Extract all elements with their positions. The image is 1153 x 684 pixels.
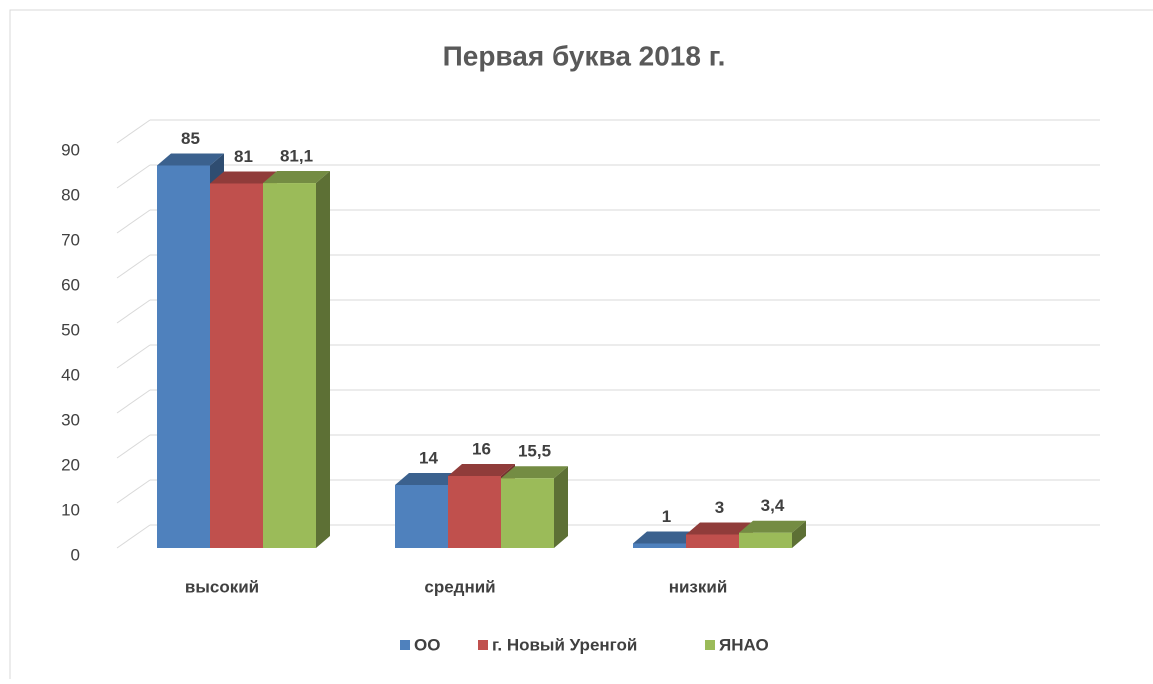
- grid-line-side: [116, 434, 151, 459]
- bar-top: [395, 473, 462, 485]
- bar-side: [316, 171, 330, 549]
- data-label: 14: [419, 448, 438, 467]
- legend-label: ОО: [414, 635, 440, 654]
- bar: [686, 534, 739, 548]
- grid-line-side: [116, 524, 151, 549]
- data-label: 81,1: [280, 147, 313, 166]
- y-tick-label: 80: [61, 185, 80, 204]
- bar: [633, 543, 686, 548]
- bar: [739, 532, 792, 548]
- data-label: 16: [472, 439, 491, 458]
- bar: [395, 485, 448, 548]
- data-label: 1: [662, 507, 671, 526]
- bar: [263, 183, 316, 549]
- bar-top: [210, 171, 277, 184]
- grid-line-side: [116, 164, 151, 189]
- data-label: 81: [234, 147, 253, 166]
- data-label: 15,5: [518, 442, 551, 461]
- grid-line-side: [116, 209, 151, 234]
- data-label: 3: [715, 498, 724, 517]
- grid-line-side: [116, 254, 151, 279]
- legend-label: ЯНАО: [719, 635, 769, 654]
- y-tick-label: 60: [61, 275, 80, 294]
- y-tick-label: 40: [61, 365, 80, 384]
- bar: [448, 476, 501, 548]
- x-tick-label: низкий: [669, 577, 728, 596]
- y-tick-label: 30: [61, 410, 80, 429]
- grid-line-side: [116, 344, 151, 369]
- grid-line-side: [116, 119, 151, 144]
- y-tick-label: 10: [61, 500, 80, 519]
- legend-swatch: [705, 640, 715, 650]
- bar-side: [792, 520, 806, 548]
- y-tick-label: 90: [61, 140, 80, 159]
- bar-top: [686, 522, 753, 535]
- x-tick-label: средний: [424, 577, 495, 596]
- bar: [210, 183, 263, 548]
- data-label: 3,4: [761, 496, 785, 515]
- legend-label: г. Новый Уренгой: [492, 635, 637, 654]
- bar-top: [448, 464, 515, 476]
- legend-swatch: [478, 640, 488, 650]
- grid-line-side: [116, 299, 151, 324]
- y-tick-label: 70: [61, 230, 80, 249]
- y-tick-label: 0: [71, 545, 80, 564]
- x-tick-label: высокий: [185, 577, 259, 596]
- bar-top: [633, 531, 700, 544]
- y-tick-label: 50: [61, 320, 80, 339]
- bar-top: [739, 520, 806, 533]
- bar-top: [263, 171, 330, 184]
- bar: [157, 165, 210, 548]
- chart-title: Первая буква 2018 г.: [443, 40, 726, 71]
- bar-top: [157, 153, 224, 166]
- grid-line-side: [116, 479, 151, 504]
- y-tick-label: 20: [61, 455, 80, 474]
- bar-side: [554, 466, 568, 548]
- grid-line-side: [116, 389, 151, 414]
- data-label: 85: [181, 129, 200, 148]
- bar: [501, 478, 554, 548]
- bar-top: [501, 466, 568, 479]
- legend-swatch: [400, 640, 410, 650]
